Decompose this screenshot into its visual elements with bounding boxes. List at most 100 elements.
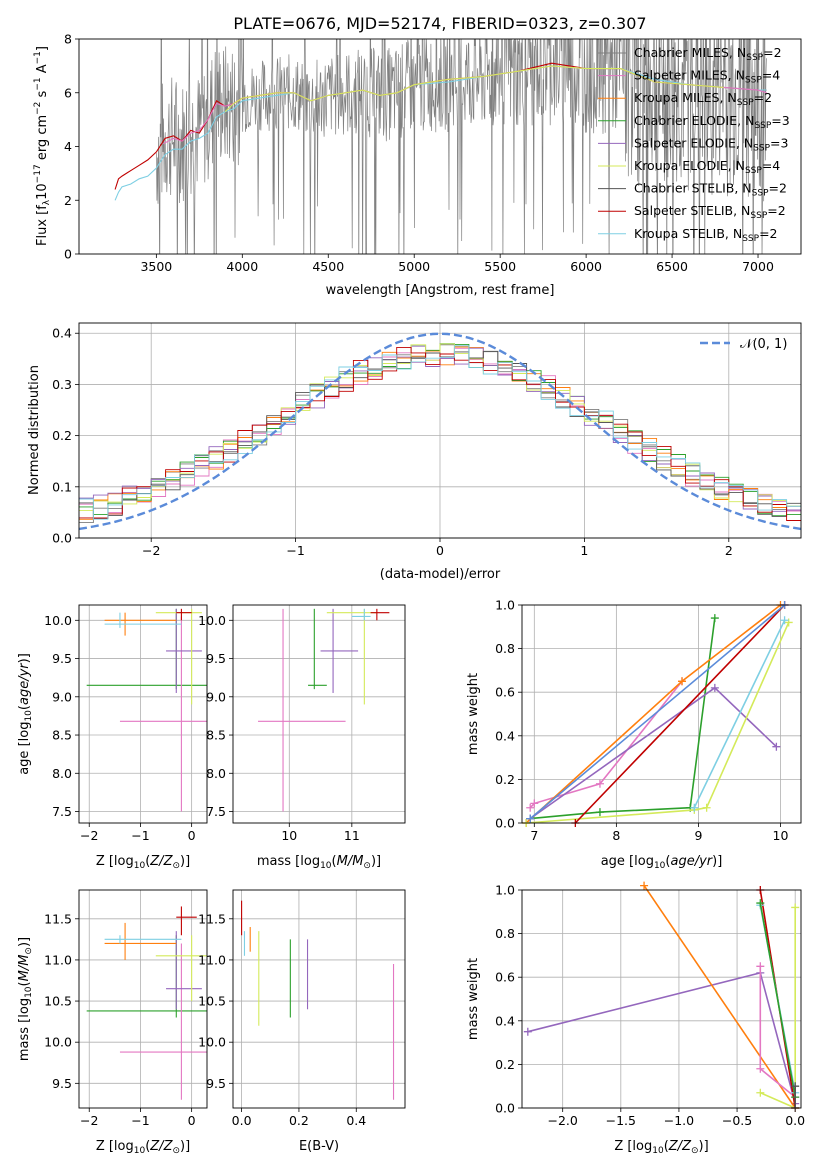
panel-mass_vs_ebv: 0.0 0.2 0.4 9.5 10.0 10.5 11.0 11.5 E(B-V) xyxy=(198,889,406,1154)
legend-label: Salpeter MILES, NSSP=4 xyxy=(634,68,780,86)
marker-kroupa_stelib xyxy=(690,803,699,812)
y-tick-label: 0.2 xyxy=(495,772,515,787)
y-tick-label: 7.5 xyxy=(206,804,226,819)
marker-kroupa_miles xyxy=(678,677,687,686)
histogram-salpeter_stelib xyxy=(79,346,801,521)
y-tick-label: 9.0 xyxy=(206,689,226,704)
x-tick-label: −2 xyxy=(142,543,160,558)
marker-salpeter_miles xyxy=(756,962,765,971)
x-tick-label: −1 xyxy=(131,828,149,843)
legend-label: Chabrier ELODIE, NSSP=3 xyxy=(634,113,790,131)
marker-salpeter_elodie xyxy=(772,742,781,751)
weight-lines xyxy=(522,601,793,827)
y-tick-label: 7.5 xyxy=(52,804,72,819)
x-axis-label: (data-model)/error xyxy=(380,567,501,582)
y-tick-label: 0.1 xyxy=(52,479,72,494)
weight-kroupa_stelib xyxy=(693,619,786,809)
x-tick-label: −1.0 xyxy=(664,1113,694,1128)
y-tick-label: 10.0 xyxy=(44,1035,72,1050)
y-tick-label: 8.0 xyxy=(206,766,226,781)
x-tick-label: 11 xyxy=(344,828,360,843)
y-axis-label: mass [log10(M/M⊙)] xyxy=(17,937,34,1061)
x-tick-label: 5500 xyxy=(484,259,516,274)
panel-mass_vs_Z: −2 −1 0 9.5 10.0 10.5 11.0 11.5 Z [log10(Z/Z⊙)] m… xyxy=(17,889,208,1156)
y-tick-label: 2 xyxy=(64,193,72,208)
histograms xyxy=(79,332,801,531)
weight-chabrier_elodie xyxy=(530,617,716,820)
x-tick-label: 0 xyxy=(188,828,196,843)
weight-chabrier_elodie xyxy=(759,902,796,1098)
legend-label: Salpeter STELIB, NSSP=2 xyxy=(634,203,786,221)
marker-salpeter_miles xyxy=(756,1064,765,1073)
y-tick-label: 0.3 xyxy=(52,377,72,392)
x-tick-label: 6500 xyxy=(656,259,688,274)
marker-kroupa_miles xyxy=(640,881,649,890)
error-crosses xyxy=(258,608,390,812)
legend-label: Chabrier MILES, NSSP=2 xyxy=(634,45,782,63)
panel-massweight_vs_Z: −2.0 −1.5 −1.0 −0.5 0.0 0.0 0.2 0.4 0.6 0.8 1.0 Z [… xyxy=(466,881,805,1156)
marker-kroupa_elodie xyxy=(756,1088,765,1097)
marker-salpeter_miles xyxy=(595,779,604,788)
x-tick-label: 0 xyxy=(436,543,444,558)
y-tick-label: 4 xyxy=(64,139,72,154)
x-tick-label: 3500 xyxy=(140,259,172,274)
y-tick-label: 11.5 xyxy=(44,911,72,926)
spectrum-lines xyxy=(114,39,767,254)
weight-salpeter_elodie xyxy=(527,971,796,1104)
x-axis-label: age [log10(age/yr)] xyxy=(601,854,723,871)
y-tick-label: 6 xyxy=(64,85,72,100)
y-tick-label: 11.0 xyxy=(198,952,226,967)
y-axis-label: mass weight xyxy=(466,673,481,755)
x-axis-label: mass [log10(M/M⊙)] xyxy=(257,854,381,871)
error-crosses xyxy=(86,906,207,1100)
x-tick-label: −1.5 xyxy=(606,1113,636,1128)
error-crosses xyxy=(86,608,207,812)
marker-salpeter_miles xyxy=(526,803,535,812)
y-axis-label: Flux [fλ10−17 erg cm−2 s−1 A−1] xyxy=(33,46,52,246)
x-tick-label: 10 xyxy=(281,828,297,843)
y-tick-label: 8.5 xyxy=(52,728,72,743)
y-tick-label: 10.5 xyxy=(198,994,226,1009)
x-tick-label: −1 xyxy=(286,543,304,558)
axes-frame xyxy=(78,889,208,1109)
x-tick-label: −2 xyxy=(80,1113,98,1128)
weight-salpeter_miles xyxy=(529,680,683,809)
y-tick-label: 11.0 xyxy=(44,952,72,967)
x-tick-label: 2 xyxy=(725,543,733,558)
y-tick-label: 0.6 xyxy=(495,685,515,700)
marker-kroupa_stelib xyxy=(780,616,789,625)
axes-frame xyxy=(232,604,406,824)
legend-label: Chabrier STELIB, NSSP=2 xyxy=(634,181,787,199)
x-tick-label: 6000 xyxy=(570,259,602,274)
x-tick-label: 7 xyxy=(530,828,538,843)
marker-salpeter_miles xyxy=(530,799,539,808)
y-tick-label: 1.0 xyxy=(495,598,515,613)
y-tick-label: 0.0 xyxy=(495,1101,515,1116)
figure-title: PLATE=0676, MJD=52174, FIBERID=0323, z=0… xyxy=(233,14,646,33)
marker-kroupa_elodie xyxy=(702,803,711,812)
weight-salpeter_stelib xyxy=(574,604,786,824)
y-tick-label: 9.0 xyxy=(52,689,72,704)
legend-label: Kroupa ELODIE, NSSP=4 xyxy=(634,158,780,176)
y-tick-label: 0.0 xyxy=(52,531,72,546)
weight-kroupa_elodie xyxy=(526,622,790,824)
y-axis-label: Normed distribution xyxy=(27,365,42,495)
x-tick-label: 10 xyxy=(773,828,789,843)
y-tick-label: 0.8 xyxy=(495,926,515,941)
y-tick-label: 10.5 xyxy=(44,994,72,1009)
axes-frame xyxy=(232,889,406,1109)
marker-chabrier_elodie xyxy=(595,808,604,817)
y-tick-label: 9.5 xyxy=(52,1076,72,1091)
x-tick-label: 0.2 xyxy=(289,1113,309,1128)
y-tick-label: 0.0 xyxy=(495,816,515,831)
marker-gauss xyxy=(526,814,535,823)
weight-lines xyxy=(523,881,800,1112)
marker-kroupa_elodie xyxy=(784,618,793,627)
x-tick-label: 0.4 xyxy=(346,1113,366,1128)
axes-frame xyxy=(78,604,208,824)
y-tick-label: 11.5 xyxy=(198,911,226,926)
x-tick-label: 4000 xyxy=(226,259,258,274)
x-axis-label: Z [log10(Z/Z⊙)] xyxy=(614,1139,708,1156)
panel-massweight_vs_age: 7 8 9 10 0.0 0.2 0.4 0.6 0.8 1.0 age [log10(age/yr… xyxy=(466,598,802,871)
